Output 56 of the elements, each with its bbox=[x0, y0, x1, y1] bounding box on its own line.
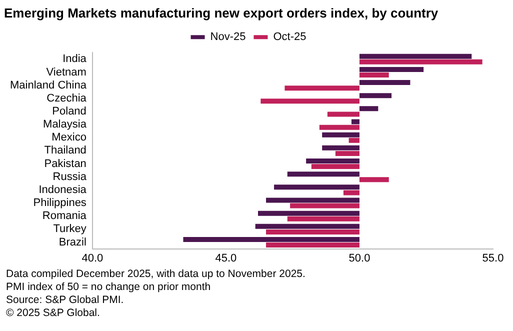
y-tick-label: Mexico bbox=[52, 132, 86, 144]
y-tick-label: India bbox=[62, 53, 88, 66]
text: PMI index of 50 = no change on prior month bbox=[6, 281, 212, 294]
bar bbox=[319, 124, 360, 130]
bar bbox=[322, 145, 360, 150]
y-tick-label: Russia bbox=[52, 170, 88, 183]
bar bbox=[359, 66, 424, 72]
y-tick-label: Poland bbox=[52, 105, 86, 118]
text: Data compiled December 2025, with data up to November 2025. bbox=[6, 268, 306, 281]
legend-label: Nov-25 bbox=[210, 31, 246, 44]
bar bbox=[183, 236, 360, 242]
y-tick-label: Philippines bbox=[33, 197, 87, 210]
bar bbox=[284, 86, 360, 91]
bar bbox=[359, 93, 392, 98]
bar bbox=[343, 190, 360, 196]
y-tick-label: Turkey bbox=[53, 223, 87, 236]
x-tick-label: 55.0 bbox=[482, 252, 504, 264]
y-tick-label: Romania bbox=[42, 210, 88, 222]
chart-title: Emerging Markets manufacturing new export orders index, by country bbox=[4, 5, 439, 20]
bar bbox=[359, 59, 482, 64]
y-tick-label: Thailand bbox=[44, 144, 86, 157]
bar bbox=[287, 216, 360, 222]
bar bbox=[322, 132, 360, 138]
bar bbox=[311, 164, 360, 170]
bar bbox=[359, 80, 410, 86]
text: © 2025 S&P Global. bbox=[6, 307, 101, 320]
bar bbox=[306, 158, 360, 164]
y-tick-label: Indonesia bbox=[38, 184, 88, 196]
bar bbox=[359, 106, 378, 112]
bar bbox=[359, 177, 389, 182]
bar bbox=[290, 203, 360, 208]
y-tick-label: Vietnam bbox=[46, 66, 86, 78]
x-tick-label: 45.0 bbox=[215, 252, 237, 264]
legend-label: Oct-25 bbox=[273, 31, 306, 44]
bar bbox=[266, 198, 360, 203]
bar bbox=[260, 98, 360, 104]
bar bbox=[327, 112, 360, 117]
x-tick-label: 50.0 bbox=[348, 252, 370, 264]
bar bbox=[348, 138, 360, 143]
bar bbox=[359, 54, 472, 59]
bar bbox=[351, 119, 360, 124]
x-tick-label: 40.0 bbox=[82, 252, 104, 264]
bar bbox=[287, 172, 360, 177]
bar bbox=[359, 72, 389, 78]
bar bbox=[335, 150, 360, 156]
bar bbox=[274, 184, 360, 190]
y-tick-label: Malaysia bbox=[43, 118, 88, 131]
y-tick-label: Czechia bbox=[46, 92, 88, 104]
y-tick-label: Pakistan bbox=[44, 158, 86, 170]
bar bbox=[255, 224, 360, 229]
source-note: Source: S&P Global PMI. bbox=[6, 294, 125, 307]
y-tick-label: Brazil bbox=[58, 236, 86, 248]
bar bbox=[258, 210, 360, 216]
bar bbox=[266, 229, 360, 234]
y-tick-label: Mainland China bbox=[10, 79, 88, 92]
bar bbox=[266, 242, 360, 248]
